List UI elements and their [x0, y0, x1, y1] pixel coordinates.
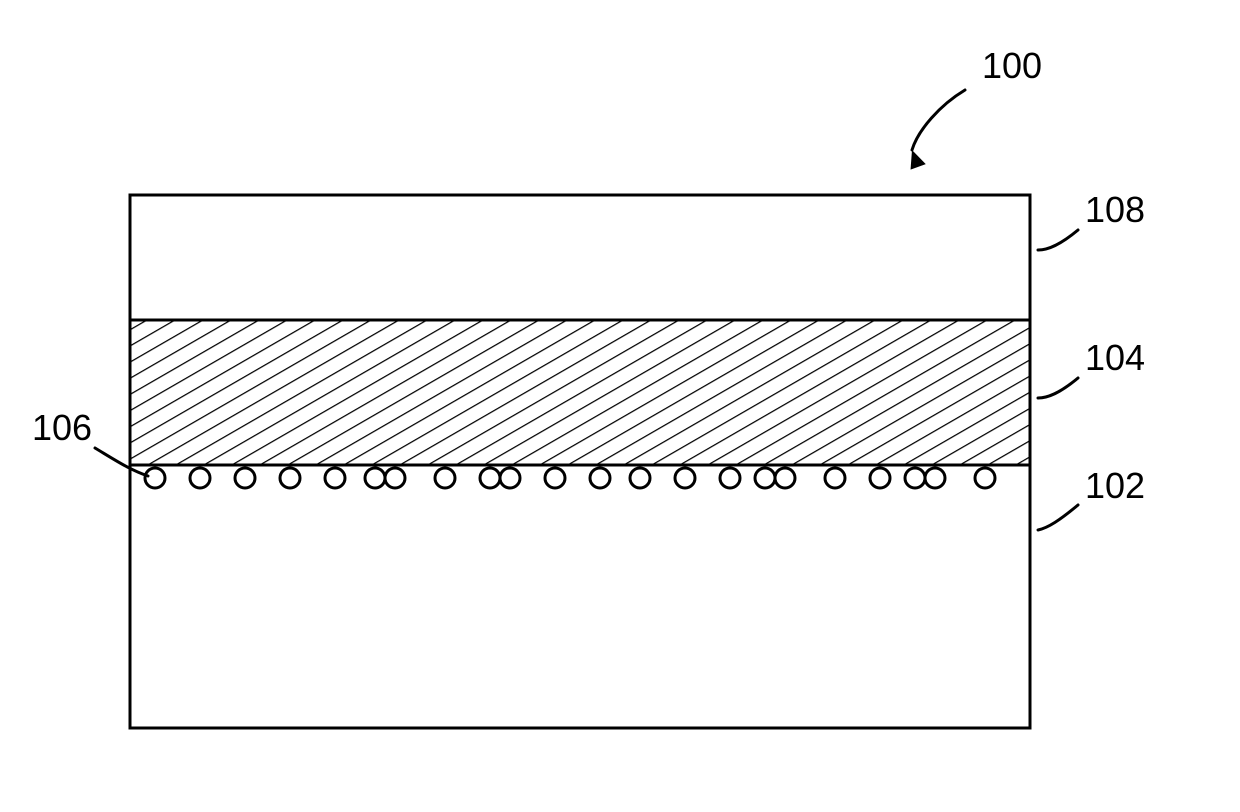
particle-circle	[775, 468, 795, 488]
particle-circle	[280, 468, 300, 488]
particle-circle	[720, 468, 740, 488]
particle-circle	[590, 468, 610, 488]
particle-circle	[385, 468, 405, 488]
hatched-layer	[130, 320, 1030, 465]
particle-circle	[870, 468, 890, 488]
particle-circle	[755, 468, 775, 488]
particle-circle	[365, 468, 385, 488]
particle-circle	[325, 468, 345, 488]
particle-circle	[500, 468, 520, 488]
label-hatch: 104	[1085, 337, 1145, 378]
particle-circle	[675, 468, 695, 488]
particle-circle	[825, 468, 845, 488]
particle-circle	[190, 468, 210, 488]
circle-row	[145, 468, 995, 488]
particle-circle	[480, 468, 500, 488]
particle-circle	[925, 468, 945, 488]
leader-100	[912, 90, 965, 150]
particle-circle	[545, 468, 565, 488]
label-assembly: 100	[982, 45, 1042, 86]
particle-circle	[905, 468, 925, 488]
particle-circle	[975, 468, 995, 488]
particle-circle	[145, 468, 165, 488]
leader-108	[1038, 230, 1078, 250]
leader-104	[1038, 378, 1078, 398]
particle-circle	[235, 468, 255, 488]
particle-circle	[630, 468, 650, 488]
label-circles: 106	[32, 407, 92, 448]
particle-circle	[435, 468, 455, 488]
leader-102	[1038, 505, 1078, 530]
label-top: 108	[1085, 189, 1145, 230]
diagram-canvas: 100 108 104 106 102	[0, 0, 1240, 812]
label-bottom: 102	[1085, 465, 1145, 506]
arrowhead-100	[911, 150, 926, 170]
